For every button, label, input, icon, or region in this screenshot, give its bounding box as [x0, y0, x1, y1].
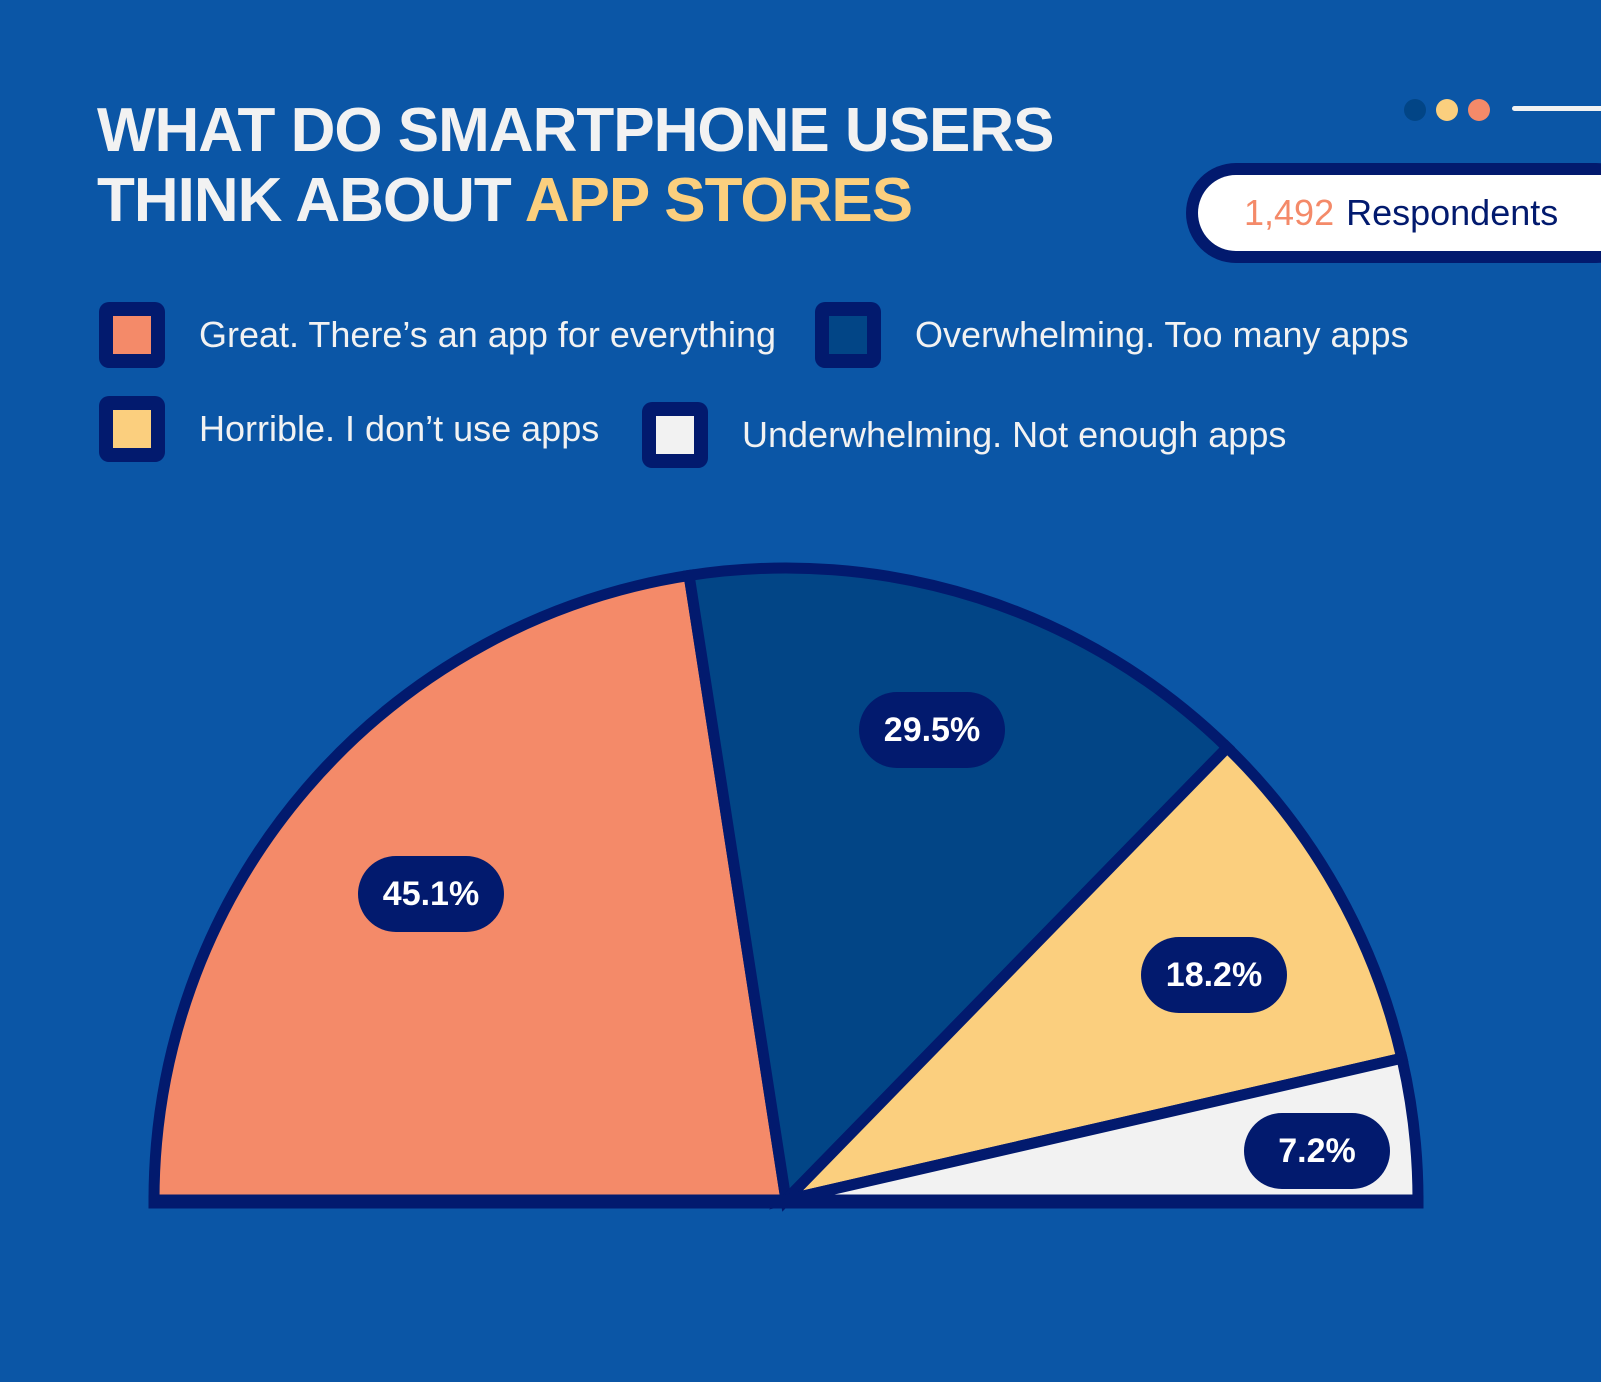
respondents-badge-inner: 1,492 Respondents	[1198, 175, 1601, 251]
legend-swatch	[99, 302, 165, 368]
legend-swatch	[815, 302, 881, 368]
dot-icon	[1436, 99, 1458, 121]
pie-slice	[682, 562, 1236, 1212]
decorative-dots	[1404, 99, 1490, 121]
legend-item-great: Great. There’s an app for everything	[99, 302, 776, 368]
legend-label: Underwhelming. Not enough apps	[742, 414, 1287, 455]
respondents-count: 1,492	[1244, 192, 1335, 233]
respondents-label: Respondents	[1346, 192, 1559, 233]
title-line-2-prefix: THINK ABOUT	[97, 166, 525, 235]
legend-label: Overwhelming. Too many apps	[915, 314, 1409, 355]
slice-label-horrible: 18.2%	[1141, 937, 1287, 1013]
legend-item-underwhelming: Underwhelming. Not enough apps	[642, 402, 1286, 468]
legend-label: Horrible. I don’t use apps	[199, 408, 600, 449]
slice-label-overwhelming: 29.5%	[859, 692, 1005, 768]
legend-label: Great. There’s an app for everything	[199, 314, 777, 355]
legend-swatch	[642, 402, 708, 468]
respondents-badge: 1,492 Respondents	[1186, 163, 1601, 263]
title-highlight: APP STORES	[524, 166, 913, 235]
pie-slice	[768, 739, 1409, 1210]
page-title: WHAT DO SMARTPHONE USERS THINK ABOUT APP…	[97, 96, 1055, 236]
legend-item-horrible: Horrible. I don’t use apps	[99, 396, 599, 462]
dot-icon	[1468, 99, 1490, 121]
legend-swatch	[99, 396, 165, 462]
slice-label-great: 45.1%	[358, 856, 504, 932]
dot-icon	[1404, 99, 1426, 121]
slice-label-underwhelming: 7.2%	[1244, 1113, 1390, 1189]
title-line-1: WHAT DO SMARTPHONE USERS	[97, 96, 1055, 165]
legend-item-overwhelming: Overwhelming. Too many apps	[815, 302, 1409, 368]
decorative-line	[1512, 106, 1601, 111]
